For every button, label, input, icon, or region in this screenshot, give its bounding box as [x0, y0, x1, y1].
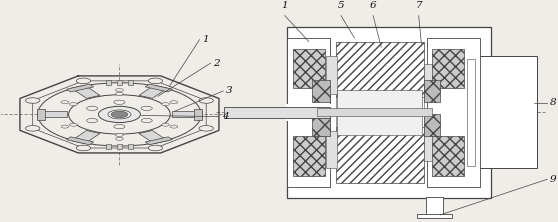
- Bar: [286, 104, 335, 121]
- Circle shape: [199, 98, 213, 103]
- Bar: [128, 80, 133, 85]
- Circle shape: [162, 123, 169, 126]
- Circle shape: [61, 101, 69, 104]
- Bar: [424, 64, 434, 94]
- Bar: [311, 80, 330, 102]
- Circle shape: [116, 89, 123, 91]
- Circle shape: [199, 126, 213, 131]
- Bar: [317, 108, 432, 116]
- Circle shape: [26, 98, 40, 103]
- Bar: [335, 97, 424, 127]
- Circle shape: [114, 100, 125, 104]
- Circle shape: [141, 118, 152, 123]
- Polygon shape: [172, 111, 203, 117]
- Circle shape: [76, 78, 91, 84]
- Circle shape: [69, 95, 170, 134]
- Bar: [105, 144, 111, 149]
- Text: 3: 3: [226, 86, 233, 95]
- Bar: [464, 56, 537, 168]
- Text: 9: 9: [550, 175, 557, 184]
- Text: 2: 2: [213, 59, 220, 68]
- Bar: [335, 42, 424, 97]
- Bar: [467, 59, 475, 166]
- Circle shape: [141, 106, 152, 111]
- Circle shape: [86, 106, 98, 111]
- Polygon shape: [20, 76, 219, 153]
- Circle shape: [98, 106, 141, 123]
- Bar: [426, 197, 443, 216]
- Text: 1: 1: [203, 35, 209, 44]
- Bar: [293, 137, 325, 176]
- Circle shape: [114, 125, 125, 129]
- Bar: [427, 38, 480, 187]
- Circle shape: [148, 78, 162, 84]
- Polygon shape: [71, 85, 100, 98]
- Polygon shape: [66, 137, 94, 145]
- Bar: [326, 131, 337, 168]
- Circle shape: [170, 125, 178, 128]
- Polygon shape: [145, 137, 172, 145]
- Bar: [335, 127, 424, 183]
- Text: 5: 5: [338, 1, 344, 10]
- Circle shape: [61, 125, 69, 128]
- Bar: [128, 144, 133, 149]
- Circle shape: [26, 126, 40, 131]
- Circle shape: [116, 137, 123, 140]
- Text: 7: 7: [415, 1, 422, 10]
- Circle shape: [111, 111, 128, 118]
- Circle shape: [116, 92, 123, 95]
- Bar: [293, 49, 325, 88]
- Text: 8: 8: [550, 99, 557, 107]
- Bar: [311, 114, 330, 137]
- Bar: [105, 80, 111, 85]
- Bar: [117, 80, 122, 85]
- Text: 1: 1: [281, 1, 288, 10]
- Polygon shape: [37, 111, 67, 117]
- Polygon shape: [145, 84, 172, 92]
- Bar: [337, 90, 422, 135]
- Bar: [287, 38, 330, 187]
- Circle shape: [70, 103, 78, 106]
- Circle shape: [70, 123, 78, 126]
- Bar: [432, 49, 464, 88]
- Circle shape: [86, 118, 98, 123]
- Bar: [424, 80, 440, 102]
- Circle shape: [108, 110, 131, 119]
- Polygon shape: [194, 109, 203, 120]
- Polygon shape: [139, 131, 167, 144]
- Polygon shape: [66, 84, 94, 92]
- Circle shape: [76, 145, 91, 151]
- Bar: [432, 137, 464, 176]
- Polygon shape: [37, 109, 45, 120]
- Circle shape: [170, 101, 178, 104]
- Circle shape: [38, 83, 201, 146]
- Circle shape: [148, 145, 162, 151]
- Bar: [424, 131, 434, 161]
- Bar: [326, 56, 337, 94]
- Circle shape: [162, 103, 169, 106]
- Polygon shape: [139, 85, 167, 98]
- Text: 4: 4: [222, 112, 228, 121]
- Bar: [287, 27, 491, 198]
- Bar: [117, 144, 122, 149]
- Bar: [224, 107, 330, 118]
- Polygon shape: [71, 131, 100, 144]
- Circle shape: [116, 133, 123, 137]
- Bar: [417, 214, 453, 218]
- Text: 6: 6: [370, 1, 377, 10]
- Bar: [424, 114, 440, 137]
